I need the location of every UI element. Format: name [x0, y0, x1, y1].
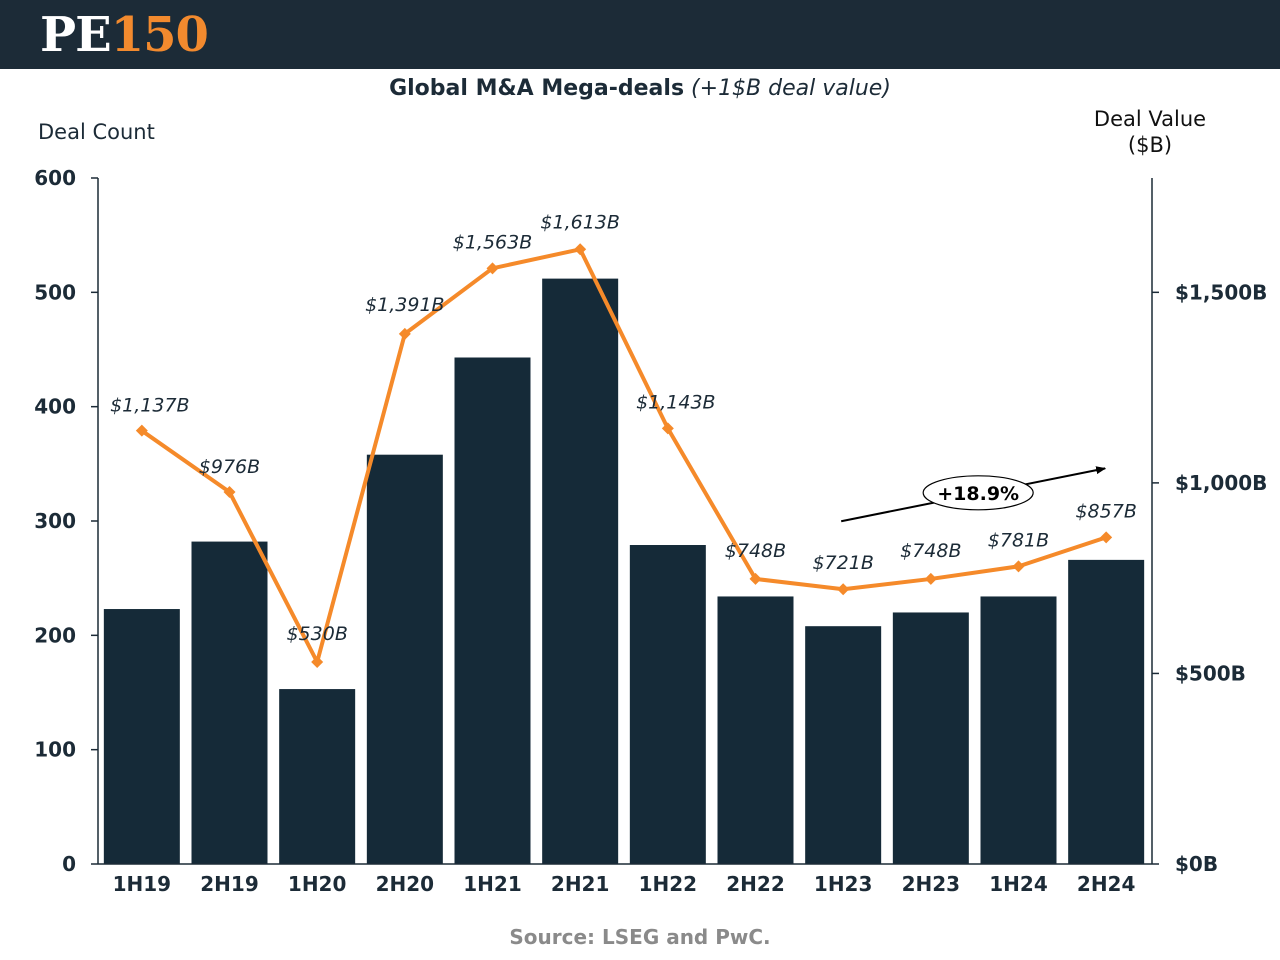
bar-2H20[interactable] [366, 454, 443, 864]
x-tick-label: 2H23 [902, 872, 961, 896]
left-tick-label: 300 [34, 509, 76, 533]
bar-2H19[interactable] [191, 541, 268, 864]
chart-title: Global M&A Mega-deals (+1$B deal value) [0, 76, 1280, 101]
left-tick-label: 200 [34, 623, 76, 647]
x-tick-label: 1H22 [639, 872, 698, 896]
bar-2H24[interactable] [1068, 559, 1145, 864]
logo-150-text: 150 [110, 7, 209, 63]
right-tick-label: $500B [1175, 661, 1246, 685]
deal-value-label-1H24: $781B [988, 529, 1049, 551]
bar-1H19[interactable] [103, 609, 180, 864]
right-axis-label-line1: Deal Value [1093, 107, 1207, 131]
deal-value-label-1H19: $1,137B [110, 395, 190, 417]
right-tick-label: $1,000B [1175, 471, 1267, 495]
pe150-logo[interactable]: PE150 [40, 6, 209, 64]
deal-value-label-1H21: $1,563B [453, 231, 533, 253]
bar-1H21[interactable] [454, 357, 531, 864]
deal-value-point-2H24[interactable] [1100, 531, 1113, 544]
deal-value-point-1H22[interactable] [661, 422, 674, 435]
deal-value-point-2H23[interactable] [924, 572, 937, 585]
chart-title-subtitle: (+1$B deal value) [691, 76, 891, 101]
right-tick-label: $0B [1175, 852, 1218, 876]
bar-2H23[interactable] [892, 612, 969, 864]
bar-1H23[interactable] [805, 626, 882, 864]
deal-value-label-2H22: $748B [725, 540, 786, 562]
deal-value-label-1H20: $530B [286, 623, 347, 645]
bar-1H20[interactable] [279, 689, 356, 864]
x-tick-label: 2H20 [376, 872, 435, 896]
deal-value-label-2H23: $748B [900, 540, 961, 562]
x-tick-label: 1H24 [989, 872, 1048, 896]
deal-value-point-1H21[interactable] [486, 262, 499, 275]
x-tick-label: 1H20 [288, 872, 347, 896]
right-axis-label: Deal Value ($B) [1080, 106, 1220, 158]
x-tick-label: 2H22 [726, 872, 785, 896]
chart-title-main: Global M&A Mega-deals [389, 76, 685, 101]
growth-badge-label: +18.9% [937, 483, 1019, 505]
header-bar: PE150 [0, 0, 1280, 69]
deal-value-point-2H20[interactable] [398, 327, 411, 340]
deal-value-point-1H24[interactable] [1012, 560, 1025, 573]
bar-1H22[interactable] [629, 545, 706, 864]
x-tick-label: 1H23 [814, 872, 873, 896]
right-axis-label-line2: ($B) [1127, 133, 1173, 157]
deal-value-label-2H21: $1,613B [540, 211, 620, 233]
deal-value-line [140, 247, 1107, 665]
deal-value-point-1H19[interactable] [135, 424, 148, 437]
x-tick-label: 2H19 [200, 872, 259, 896]
deal-value-label-1H22: $1,143B [636, 391, 716, 413]
x-tick-label: 1H19 [113, 872, 172, 896]
growth-badge [922, 475, 1034, 511]
deal-value-point-1H20[interactable] [311, 656, 324, 669]
source-note: Source: LSEG and PwC. [509, 925, 771, 949]
bar-1H24[interactable] [980, 596, 1057, 864]
deal-value-label-2H24: $857B [1075, 500, 1136, 522]
deal-value-label-2H19: $976B [199, 456, 260, 478]
bar-2H21[interactable] [542, 278, 619, 864]
logo-pe-text: PE [40, 7, 112, 63]
x-tick-label: 2H21 [551, 872, 610, 896]
deal-value-point-2H21[interactable] [574, 243, 587, 256]
deal-value-point-1H23[interactable] [837, 583, 850, 596]
left-tick-label: 500 [34, 280, 76, 304]
deal-value-label-2H20: $1,391B [365, 294, 445, 316]
deal-value-point-2H19[interactable] [223, 486, 236, 499]
x-tick-label: 1H21 [463, 872, 522, 896]
left-axis-label: Deal Count [38, 120, 155, 144]
bar-2H22[interactable] [717, 596, 794, 864]
deal-value-point-2H22[interactable] [749, 572, 762, 585]
left-tick-label: 100 [34, 738, 76, 762]
left-tick-label: 0 [62, 852, 76, 876]
left-tick-label: 400 [34, 395, 76, 419]
x-tick-label: 2H24 [1077, 872, 1136, 896]
deal-value-label-1H23: $721B [812, 552, 873, 574]
left-tick-label: 600 [34, 166, 76, 190]
right-tick-label: $1,500B [1175, 280, 1267, 304]
